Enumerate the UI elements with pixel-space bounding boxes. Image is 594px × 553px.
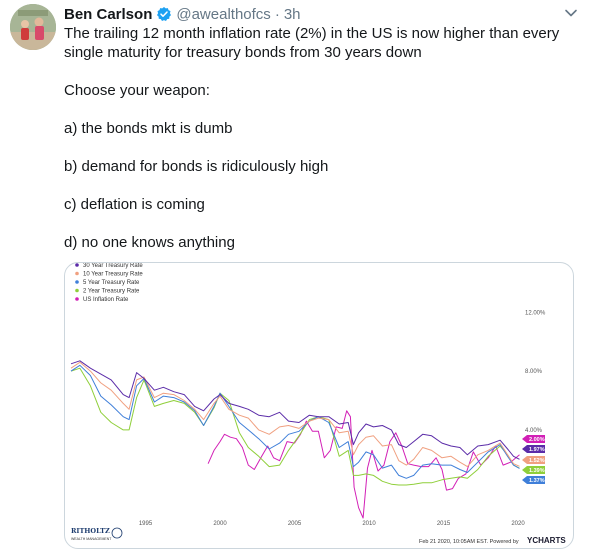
verified-badge-icon — [157, 7, 172, 21]
end-value-tag — [522, 476, 545, 484]
chart-image-card[interactable]: 30 Year Treasury Rate 10 Year Treasury Ra… — [64, 262, 574, 549]
legend-label: 10 Year Treasury Rate — [83, 272, 143, 278]
chevron-down-icon[interactable] — [564, 6, 578, 20]
x-tick-label: 1995 — [139, 521, 153, 527]
x-tick-label: 2020 — [511, 521, 525, 527]
x-tick-label: 2005 — [288, 521, 302, 527]
y-tick-label: 12.00% — [525, 310, 546, 316]
end-value-label: 1.52% — [529, 458, 545, 464]
legend-marker — [75, 263, 79, 267]
legend-label: US Inflation Rate — [83, 297, 129, 303]
y-axis: 4.00% 8.00% 12.00% — [525, 310, 546, 434]
treasury-inflation-chart: 30 Year Treasury Rate 10 Year Treasury Ra… — [70, 263, 566, 545]
legend-marker — [75, 297, 79, 301]
y-tick-label: 8.00% — [525, 369, 543, 375]
tweet-header: Ben Carlson @awealthofcs · 3h — [64, 4, 301, 24]
avatar[interactable] — [10, 4, 56, 50]
legend-label: 2 Year Treasury Rate — [83, 289, 140, 295]
author-name[interactable]: Ben Carlson — [64, 5, 153, 23]
chart-timestamp: Feb 21 2020, 10:05AM EST. Powered by — [419, 539, 519, 545]
end-value-tag — [522, 435, 545, 443]
x-tick-label: 2015 — [437, 521, 451, 527]
tweet-line: c) deflation is coming — [64, 196, 205, 213]
legend-marker — [75, 271, 79, 276]
end-value-tag — [522, 456, 545, 464]
chart-series — [70, 360, 520, 519]
tweet-line: The trailing 12 month inflation rate (2%… — [64, 25, 560, 61]
brand-subtitle: WEALTH MANAGEMENT — [71, 537, 112, 541]
ycharts-logo: YCHARTS — [527, 536, 566, 545]
x-tick-label: 2010 — [362, 521, 376, 527]
end-value-tag — [522, 445, 545, 453]
series-line — [70, 361, 520, 468]
tweet-line: a) the bonds mkt is dumb — [64, 120, 233, 137]
chart-footer: RITHOLTZ WEALTH MANAGEMENT Feb 21 2020, … — [71, 527, 566, 545]
tweet-text: The trailing 12 month inflation rate (2%… — [64, 24, 574, 252]
end-value-label: 1.97% — [529, 447, 545, 453]
legend-marker — [75, 288, 79, 293]
brand-name: RITHOLTZ — [71, 527, 110, 535]
chart-end-labels: 2.00% 1.97% 1.52% 1.39% 1.37% — [522, 435, 545, 484]
x-axis: 1995 2000 2005 2010 2015 2020 — [139, 521, 526, 527]
chart-legend: 30 Year Treasury Rate 10 Year Treasury Ra… — [75, 263, 143, 303]
legend-label: 30 Year Treasury Rate — [83, 263, 143, 269]
header-separator: · — [274, 5, 280, 23]
legend-label: 5 Year Treasury Rate — [83, 280, 140, 286]
brand-logo-icon — [111, 527, 123, 539]
author-handle[interactable]: @awealthofcs — [176, 5, 271, 23]
tweet-timestamp[interactable]: 3h — [283, 5, 301, 23]
x-tick-label: 2000 — [213, 521, 227, 527]
tweet-line: b) demand for bonds is ridiculously high — [64, 158, 329, 175]
series-line — [70, 367, 520, 486]
tweet-line: d) no one knows anything — [64, 234, 235, 251]
end-value-label: 1.39% — [529, 468, 545, 474]
legend-marker — [75, 280, 79, 284]
avatar-image — [10, 4, 56, 50]
end-value-label: 1.37% — [529, 478, 545, 484]
series-line — [207, 410, 520, 519]
series-line — [70, 360, 520, 460]
y-tick-label: 4.00% — [525, 428, 543, 434]
end-value-tag — [522, 466, 545, 474]
tweet-line: Choose your weapon: — [64, 82, 210, 99]
end-value-label: 2.00% — [529, 437, 545, 443]
